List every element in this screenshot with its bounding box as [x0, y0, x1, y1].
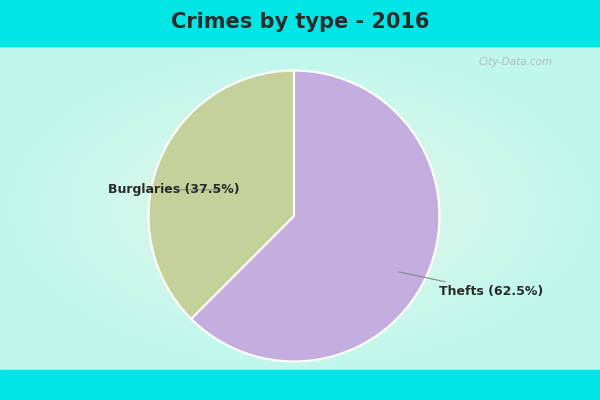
Bar: [0, 0, 600, 46]
Wedge shape: [191, 70, 439, 362]
Text: Crimes by type - 2016: Crimes by type - 2016: [171, 12, 429, 32]
Text: City-Data.com: City-Data.com: [479, 57, 553, 67]
Text: Thefts (62.5%): Thefts (62.5%): [398, 272, 544, 298]
Text: Burglaries (37.5%): Burglaries (37.5%): [108, 183, 239, 196]
Bar: [0, 370, 600, 400]
Wedge shape: [149, 70, 294, 319]
